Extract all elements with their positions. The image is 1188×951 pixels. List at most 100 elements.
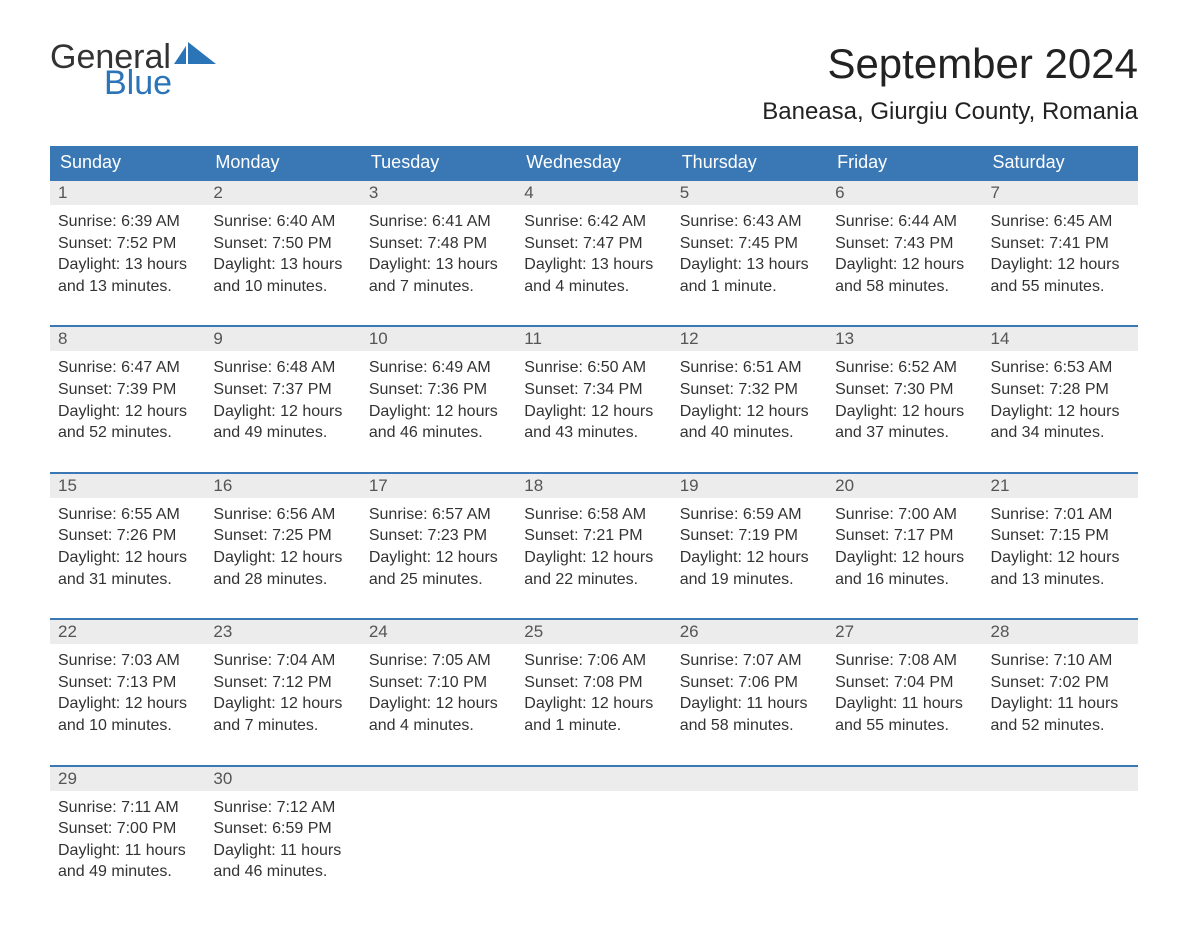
day-line-ss: Sunset: 7:37 PM xyxy=(213,379,352,401)
day-line-d1: Daylight: 12 hours xyxy=(524,547,663,569)
day-line-d1: Daylight: 13 hours xyxy=(58,254,197,276)
day-line-sr: Sunrise: 6:45 AM xyxy=(991,211,1130,233)
day-cell: Sunrise: 7:08 AMSunset: 7:04 PMDaylight:… xyxy=(827,644,982,765)
day-line-sr: Sunrise: 6:48 AM xyxy=(213,357,352,379)
day-number: 15 xyxy=(50,473,205,498)
day-cell: Sunrise: 6:41 AMSunset: 7:48 PMDaylight:… xyxy=(361,205,516,326)
day-cell: Sunrise: 6:57 AMSunset: 7:23 PMDaylight:… xyxy=(361,498,516,619)
day-number: 2 xyxy=(205,180,360,205)
day-line-ss: Sunset: 7:50 PM xyxy=(213,233,352,255)
day-cell: Sunrise: 6:39 AMSunset: 7:52 PMDaylight:… xyxy=(50,205,205,326)
empty-daynum xyxy=(672,766,827,791)
day-line-d1: Daylight: 12 hours xyxy=(835,401,974,423)
day-line-sr: Sunrise: 7:11 AM xyxy=(58,797,197,819)
empty-cell xyxy=(672,791,827,911)
day-number: 11 xyxy=(516,326,671,351)
info-row: Sunrise: 7:03 AMSunset: 7:13 PMDaylight:… xyxy=(50,644,1138,765)
daynum-row: 2930 xyxy=(50,766,1138,791)
day-cell: Sunrise: 7:03 AMSunset: 7:13 PMDaylight:… xyxy=(50,644,205,765)
day-cell: Sunrise: 6:47 AMSunset: 7:39 PMDaylight:… xyxy=(50,351,205,472)
day-line-d2: and 52 minutes. xyxy=(58,422,197,444)
day-line-d1: Daylight: 12 hours xyxy=(58,693,197,715)
day-cell: Sunrise: 6:43 AMSunset: 7:45 PMDaylight:… xyxy=(672,205,827,326)
day-line-d1: Daylight: 12 hours xyxy=(680,401,819,423)
day-line-ss: Sunset: 7:39 PM xyxy=(58,379,197,401)
day-line-d2: and 55 minutes. xyxy=(835,715,974,737)
day-line-d2: and 40 minutes. xyxy=(680,422,819,444)
day-line-sr: Sunrise: 7:10 AM xyxy=(991,650,1130,672)
day-line-sr: Sunrise: 7:03 AM xyxy=(58,650,197,672)
day-cell: Sunrise: 6:59 AMSunset: 7:19 PMDaylight:… xyxy=(672,498,827,619)
day-cell: Sunrise: 6:56 AMSunset: 7:25 PMDaylight:… xyxy=(205,498,360,619)
day-cell: Sunrise: 6:49 AMSunset: 7:36 PMDaylight:… xyxy=(361,351,516,472)
info-row: Sunrise: 6:39 AMSunset: 7:52 PMDaylight:… xyxy=(50,205,1138,326)
day-cell: Sunrise: 7:06 AMSunset: 7:08 PMDaylight:… xyxy=(516,644,671,765)
empty-daynum xyxy=(361,766,516,791)
day-line-ss: Sunset: 7:34 PM xyxy=(524,379,663,401)
day-line-d1: Daylight: 13 hours xyxy=(369,254,508,276)
col-monday: Monday xyxy=(205,146,360,180)
day-number: 16 xyxy=(205,473,360,498)
day-number: 27 xyxy=(827,619,982,644)
day-cell: Sunrise: 6:40 AMSunset: 7:50 PMDaylight:… xyxy=(205,205,360,326)
day-line-d2: and 22 minutes. xyxy=(524,569,663,591)
day-line-d2: and 13 minutes. xyxy=(991,569,1130,591)
day-line-ss: Sunset: 7:08 PM xyxy=(524,672,663,694)
day-line-sr: Sunrise: 7:12 AM xyxy=(213,797,352,819)
day-cell: Sunrise: 6:50 AMSunset: 7:34 PMDaylight:… xyxy=(516,351,671,472)
day-line-d2: and 34 minutes. xyxy=(991,422,1130,444)
day-line-d1: Daylight: 13 hours xyxy=(680,254,819,276)
day-line-d2: and 49 minutes. xyxy=(58,861,197,883)
day-line-ss: Sunset: 7:17 PM xyxy=(835,525,974,547)
day-line-d1: Daylight: 12 hours xyxy=(58,547,197,569)
day-number: 29 xyxy=(50,766,205,791)
day-line-d1: Daylight: 12 hours xyxy=(524,693,663,715)
location: Baneasa, Giurgiu County, Romania xyxy=(762,98,1138,126)
month-title: September 2024 xyxy=(762,40,1138,88)
col-thursday: Thursday xyxy=(672,146,827,180)
day-line-ss: Sunset: 7:23 PM xyxy=(369,525,508,547)
day-line-d2: and 31 minutes. xyxy=(58,569,197,591)
day-line-d2: and 28 minutes. xyxy=(213,569,352,591)
day-header-row: Sunday Monday Tuesday Wednesday Thursday… xyxy=(50,146,1138,180)
header: General Blue September 2024 Baneasa, Giu… xyxy=(50,40,1138,126)
day-line-ss: Sunset: 7:52 PM xyxy=(58,233,197,255)
day-number: 18 xyxy=(516,473,671,498)
day-number: 4 xyxy=(516,180,671,205)
day-line-sr: Sunrise: 6:41 AM xyxy=(369,211,508,233)
day-line-d2: and 4 minutes. xyxy=(369,715,508,737)
day-line-d2: and 58 minutes. xyxy=(680,715,819,737)
day-cell: Sunrise: 6:48 AMSunset: 7:37 PMDaylight:… xyxy=(205,351,360,472)
empty-cell xyxy=(983,791,1138,911)
day-line-ss: Sunset: 7:21 PM xyxy=(524,525,663,547)
day-line-d2: and 4 minutes. xyxy=(524,276,663,298)
day-number: 8 xyxy=(50,326,205,351)
day-line-ss: Sunset: 6:59 PM xyxy=(213,818,352,840)
day-cell: Sunrise: 6:51 AMSunset: 7:32 PMDaylight:… xyxy=(672,351,827,472)
day-line-sr: Sunrise: 6:49 AM xyxy=(369,357,508,379)
day-line-d1: Daylight: 12 hours xyxy=(680,547,819,569)
day-number: 25 xyxy=(516,619,671,644)
day-line-d1: Daylight: 12 hours xyxy=(213,401,352,423)
day-line-ss: Sunset: 7:19 PM xyxy=(680,525,819,547)
day-line-d2: and 58 minutes. xyxy=(835,276,974,298)
day-line-ss: Sunset: 7:30 PM xyxy=(835,379,974,401)
day-line-d2: and 1 minute. xyxy=(524,715,663,737)
day-line-ss: Sunset: 7:12 PM xyxy=(213,672,352,694)
day-number: 7 xyxy=(983,180,1138,205)
day-line-ss: Sunset: 7:10 PM xyxy=(369,672,508,694)
day-cell: Sunrise: 7:10 AMSunset: 7:02 PMDaylight:… xyxy=(983,644,1138,765)
day-line-d1: Daylight: 12 hours xyxy=(991,254,1130,276)
daynum-row: 1234567 xyxy=(50,180,1138,205)
day-number: 24 xyxy=(361,619,516,644)
day-line-d1: Daylight: 13 hours xyxy=(213,254,352,276)
day-line-sr: Sunrise: 7:04 AM xyxy=(213,650,352,672)
day-line-d1: Daylight: 12 hours xyxy=(991,547,1130,569)
day-number: 13 xyxy=(827,326,982,351)
day-line-d1: Daylight: 12 hours xyxy=(213,693,352,715)
day-line-sr: Sunrise: 7:01 AM xyxy=(991,504,1130,526)
day-line-d2: and 46 minutes. xyxy=(213,861,352,883)
day-line-d2: and 19 minutes. xyxy=(680,569,819,591)
day-line-sr: Sunrise: 6:56 AM xyxy=(213,504,352,526)
day-line-d1: Daylight: 11 hours xyxy=(680,693,819,715)
